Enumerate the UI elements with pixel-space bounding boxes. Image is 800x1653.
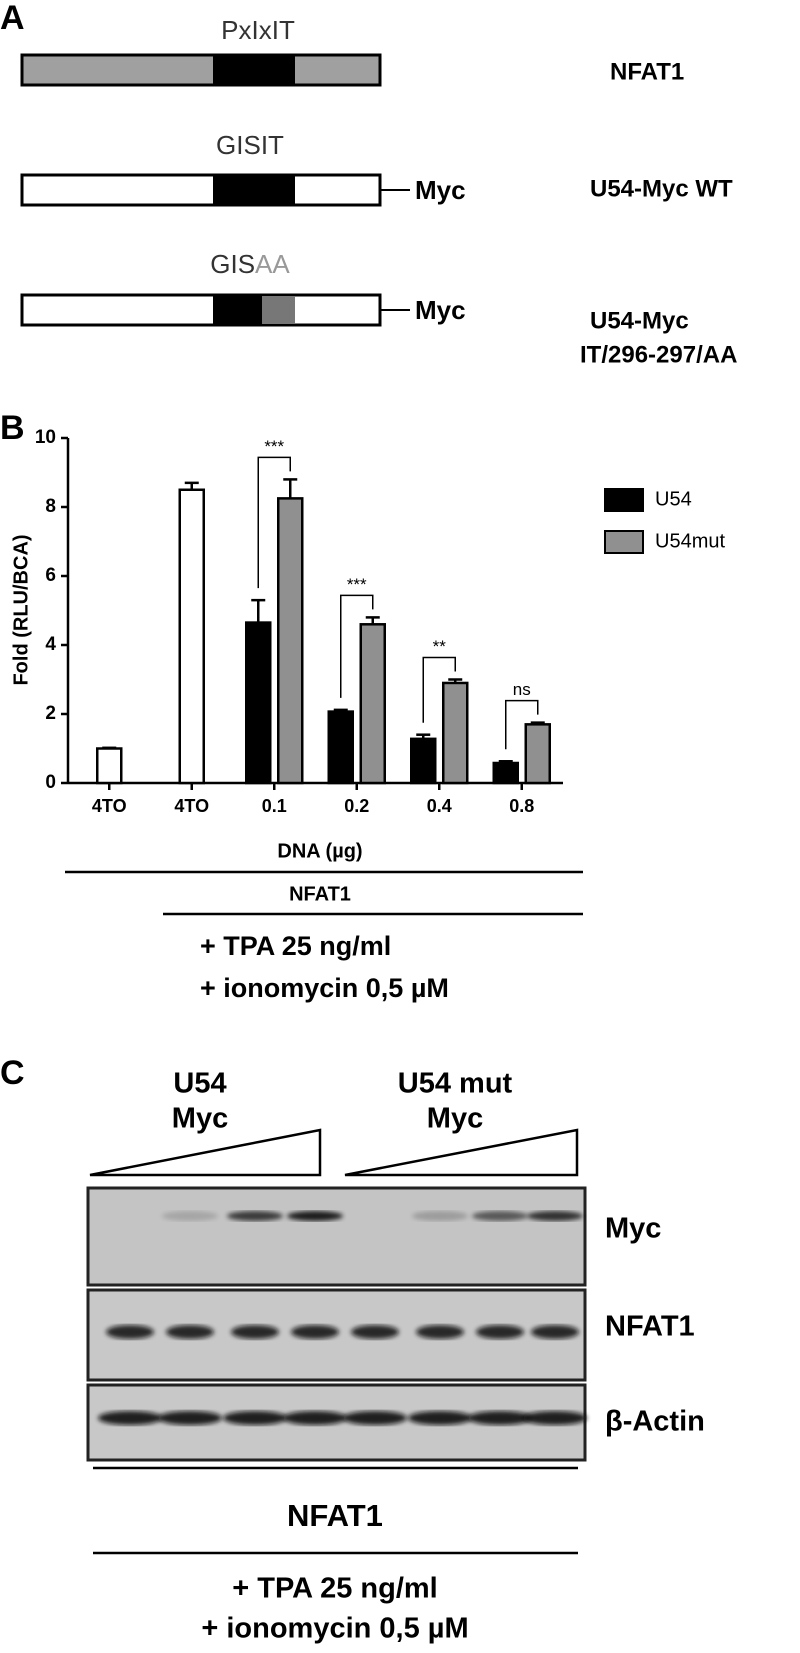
y-tick-label: 2 [45,703,56,724]
band [98,1411,162,1425]
motif-region [213,296,262,324]
blot-label: β-Actin [605,1406,705,1438]
x-tick-label: 4TO [92,796,127,816]
legend-label: U54mut [655,530,725,552]
condition: + TPA 25 ng/ml [200,931,391,961]
group-name: U54 mut [398,1068,513,1100]
x-axis-title: DNA (µg) [277,840,362,862]
legend-label: U54 [655,488,692,510]
motif-region [213,56,295,84]
blot-label: NFAT1 [605,1311,695,1343]
construct-bar [20,173,382,207]
condition: NFAT1 [289,883,351,905]
blot-label: Myc [605,1213,661,1245]
construct-bar [20,293,382,327]
band [158,1411,222,1425]
significance-bracket [505,699,539,750]
band [283,1411,347,1425]
y-tick-label: 8 [45,496,56,517]
x-tick-label: 0.2 [344,796,369,816]
dose-triangle [344,1128,579,1177]
x-tick-label: 4TO [174,796,209,816]
panel-label: C [0,1054,25,1092]
significance-bracket [340,594,374,698]
group-tag: Myc [172,1103,228,1135]
band [287,1211,343,1221]
motif: PxIxIT [221,15,295,45]
legend-swatch [604,488,644,512]
bar [245,621,272,785]
y-tick-label: 0 [45,772,56,793]
construct-name: U54-Myc [590,307,689,334]
bar [178,488,205,785]
bar [524,723,551,785]
blots [86,1186,587,1462]
band [227,1211,283,1221]
x-tick-label: 0.1 [262,796,287,816]
significance-bracket [257,456,291,589]
band [162,1211,218,1221]
band [412,1211,468,1221]
motif: GISIT [216,130,284,160]
legend-swatch [604,530,644,554]
panel-label: A [0,0,25,37]
condition: NFAT1 [287,1498,383,1533]
significance-label: *** [264,437,284,456]
bar [96,747,123,785]
band [527,1211,583,1221]
condition: + ionomycin 0,5 µM [200,973,449,1003]
motif-region [213,176,295,204]
y-tick-label: 6 [45,565,56,586]
significance-bracket [422,656,456,723]
band [408,1411,472,1425]
construct-bar [20,53,382,87]
band [476,1325,524,1339]
condition: + TPA 25 ng/ml [232,1573,437,1605]
band [472,1211,528,1221]
bar [492,761,519,785]
band [523,1411,587,1425]
band [351,1325,399,1339]
y-tick-label: 10 [35,427,56,448]
significance-label: ** [433,637,447,656]
bar [327,710,354,785]
bar [359,623,386,785]
significance-label: ns [513,680,531,699]
band [231,1325,279,1339]
band [106,1325,154,1339]
band [166,1325,214,1339]
band [343,1411,407,1425]
blot-panel [86,1186,587,1287]
band [468,1411,532,1425]
significance-label: *** [347,575,367,594]
group-name: U54 [173,1068,226,1100]
mutated-region [262,296,295,324]
tag: Myc [415,175,466,205]
dose-triangle [89,1128,322,1177]
band [416,1325,464,1339]
construct-name: U54-Myc WT [590,175,733,202]
panel-label: B [0,409,25,447]
construct-name: NFAT1 [610,58,684,85]
x-tick-label: 0.8 [509,796,534,816]
band [531,1325,579,1339]
bar [410,737,437,785]
band [291,1325,339,1339]
group-tag: Myc [427,1103,483,1135]
tag: Myc [415,295,466,325]
band [223,1411,287,1425]
motif: GISAA [210,249,290,279]
construct-name: IT/296-297/AA [580,341,737,368]
bar [277,497,304,785]
y-axis-title: Fold (RLU/BCA) [10,534,32,685]
motif-part: AA [255,249,290,279]
bar [442,681,469,785]
motif-part: GIS [210,249,255,279]
condition: + ionomycin 0,5 µM [201,1613,468,1645]
x-tick-label: 0.4 [427,796,452,816]
y-tick-label: 4 [45,634,56,655]
